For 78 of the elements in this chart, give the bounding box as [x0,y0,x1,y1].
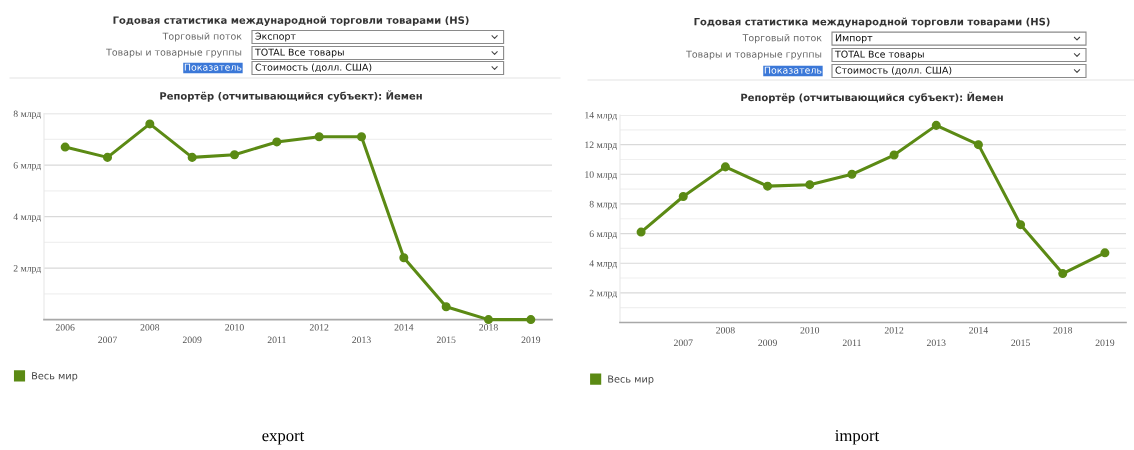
x-tick-label: 2008 [716,326,735,334]
x-tick-label: 2008 [140,324,160,331]
x-tick-label: 2006 [55,324,75,331]
y-tick-label: 8 млрд [589,200,617,210]
x-tick-label: 2015 [436,336,456,344]
point [763,181,773,191]
chart-title: Годовая статистика международной торговли товарами (HS) [694,17,1050,28]
y-tick-label: 12 млрд [585,141,617,151]
x-tick-label: 2010 [225,324,244,331]
x-tick-label: 2009 [758,339,777,347]
y-tick-label: 4 млрд [589,260,617,269]
x-tick-label: 2007 [673,339,693,347]
point [229,150,240,160]
y-tick-label: 2 млрд [589,289,617,299]
y-tick-label: 8 млрд [13,110,41,120]
text: Торговый поток [742,34,822,44]
chart-subtitle: Репортёр (отчитывающийся субъект): Йемен [741,91,1003,104]
text: Товары и товарные группы [686,50,822,60]
point [60,142,70,152]
text: TOTAL Все товары [834,50,924,60]
x-tick-label: 2018 [479,324,498,331]
text: Показатель [184,63,242,71]
x-tick-label: 2019 [521,336,541,344]
y-tick-label: 6 млрд [13,162,41,171]
x-tick-label: 2009 [182,336,202,344]
x-tick-label: 2013 [926,339,946,347]
x-tick-label: 2011 [842,339,861,347]
text: Стоимость (долл. США) [835,66,952,75]
x-tick-label: 2010 [800,326,820,334]
x-tick-label: 2019 [1095,339,1115,347]
text: export [262,431,305,445]
text: TOTAL Все товары [254,48,344,58]
y-tick-label: 10 млрд [585,171,617,180]
text: Торговый поток [162,32,242,42]
x-tick-label: 2013 [352,336,371,344]
point [187,152,197,162]
point [1100,248,1110,258]
point [483,315,494,325]
point [636,227,646,237]
chart-title: Годовая статистика международной торговли товарами (HS) [113,16,469,26]
point [399,253,409,263]
point [272,137,282,147]
y-tick-label: 14 млрд [585,111,617,121]
text: Показатель [764,66,822,74]
y-tick-label: 6 млрд [589,230,617,240]
point [1058,269,1068,279]
x-tick-label: 2015 [1011,339,1030,347]
point [889,150,899,160]
legend-label: Весь мир [608,375,654,385]
text: Стоимость (долл. США) [255,63,372,72]
legend-label: Весь мир [32,372,78,382]
x-tick-label: 2007 [98,336,117,344]
point [526,315,536,325]
point [805,180,815,190]
point [678,192,688,202]
point [1016,220,1026,230]
point [356,132,367,142]
point [314,132,324,142]
point [102,152,113,162]
chart-subtitle: Репортёр (отчитывающийся субъект): Йемен [160,90,422,102]
x-tick-label: 2011 [267,336,286,344]
x-tick-label: 2012 [884,326,904,334]
x-tick-label: 2012 [309,324,329,331]
point [931,120,941,130]
x-tick-label: 2014 [969,326,988,334]
y-tick-label: 4 млрд [13,213,41,223]
point [720,162,730,172]
x-tick-label: 2014 [394,324,414,331]
text: Товары и товарные группы [106,48,242,58]
text: import [835,429,880,445]
text: Экспорт [255,32,296,42]
point [145,119,155,129]
point [847,169,857,179]
x-tick-label: 2018 [1053,326,1073,334]
point [441,302,451,312]
y-tick-label: 2 млрд [13,265,41,274]
point [973,140,983,150]
text: Импорт [835,34,873,44]
